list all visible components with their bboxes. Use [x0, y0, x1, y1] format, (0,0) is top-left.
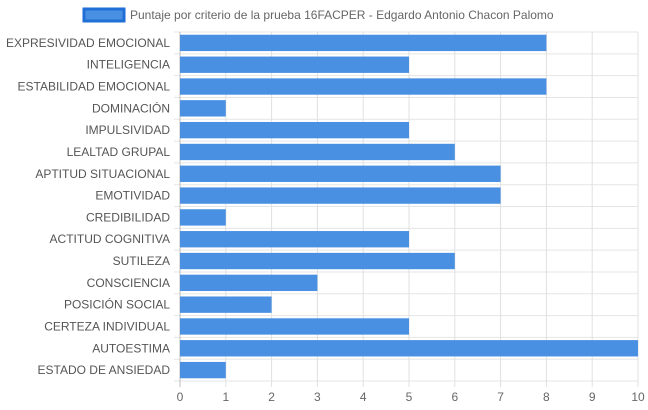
x-tick-label: 9	[589, 390, 596, 404]
x-tick-label: 4	[360, 390, 367, 404]
bar[interactable]	[180, 100, 226, 117]
bar[interactable]	[180, 187, 501, 204]
bar[interactable]	[180, 209, 226, 226]
x-tick-label: 5	[406, 390, 413, 404]
category-label: ACTITUD COGNITIVA	[50, 232, 170, 246]
bar[interactable]	[180, 361, 226, 379]
x-tick-label: 8	[543, 390, 550, 404]
category-label: CREDIBILIDAD	[86, 210, 170, 224]
legend-swatch[interactable]	[82, 7, 126, 23]
category-label: CERTEZA INDIVIDUAL	[44, 319, 170, 333]
bar[interactable]	[180, 252, 455, 270]
x-tick-label: 7	[497, 390, 504, 404]
x-tick-label: 10	[631, 390, 645, 404]
x-tick-label: 0	[177, 390, 184, 404]
bar[interactable]	[180, 274, 318, 292]
x-tick-label: 6	[451, 390, 458, 404]
bar[interactable]	[180, 318, 409, 335]
category-label: INTELIGENCIA	[87, 58, 170, 72]
category-label: IMPULSIVIDAD	[85, 123, 170, 137]
category-label: LEALTAD GRUPAL	[67, 145, 171, 159]
bar[interactable]	[180, 34, 547, 52]
bars	[180, 34, 638, 379]
x-tick-label: 2	[268, 390, 275, 404]
category-label: EMOTIVIDAD	[95, 189, 170, 203]
category-label: CONSCIENCIA	[87, 276, 170, 290]
category-label: SUTILEZA	[113, 254, 170, 268]
category-label: ESTADO DE ANSIEDAD	[38, 363, 171, 377]
bar[interactable]	[180, 56, 409, 73]
bar[interactable]	[180, 165, 501, 182]
category-label: EXPRESIVIDAD EMOCIONAL	[6, 36, 170, 50]
bar[interactable]	[180, 296, 272, 313]
bar[interactable]	[180, 121, 409, 139]
bar[interactable]	[180, 231, 409, 248]
category-labels: EXPRESIVIDAD EMOCIONAL INTELIGENCIA ESTABI…	[6, 36, 170, 377]
category-label: APTITUD SITUACIONAL	[35, 167, 170, 181]
x-tick-label: 1	[222, 390, 229, 404]
category-label: AUTOESTIMA	[92, 341, 170, 355]
category-label: DOMINACIÓN	[92, 100, 170, 115]
legend[interactable]: Puntaje por criterio de la prueba 16FACP…	[82, 7, 554, 23]
x-axis-tick-labels: 0 1 2 3 4 5 6 7 8 9 10	[177, 390, 645, 404]
x-tick-label: 3	[314, 390, 321, 404]
bar[interactable]	[180, 78, 547, 95]
bar[interactable]	[180, 340, 638, 357]
category-label: POSICIÓN SOCIAL	[64, 297, 170, 312]
legend-label[interactable]: Puntaje por criterio de la prueba 16FACP…	[130, 8, 554, 22]
bar[interactable]	[180, 143, 455, 161]
category-label: ESTABILIDAD EMOCIONAL	[18, 80, 171, 94]
